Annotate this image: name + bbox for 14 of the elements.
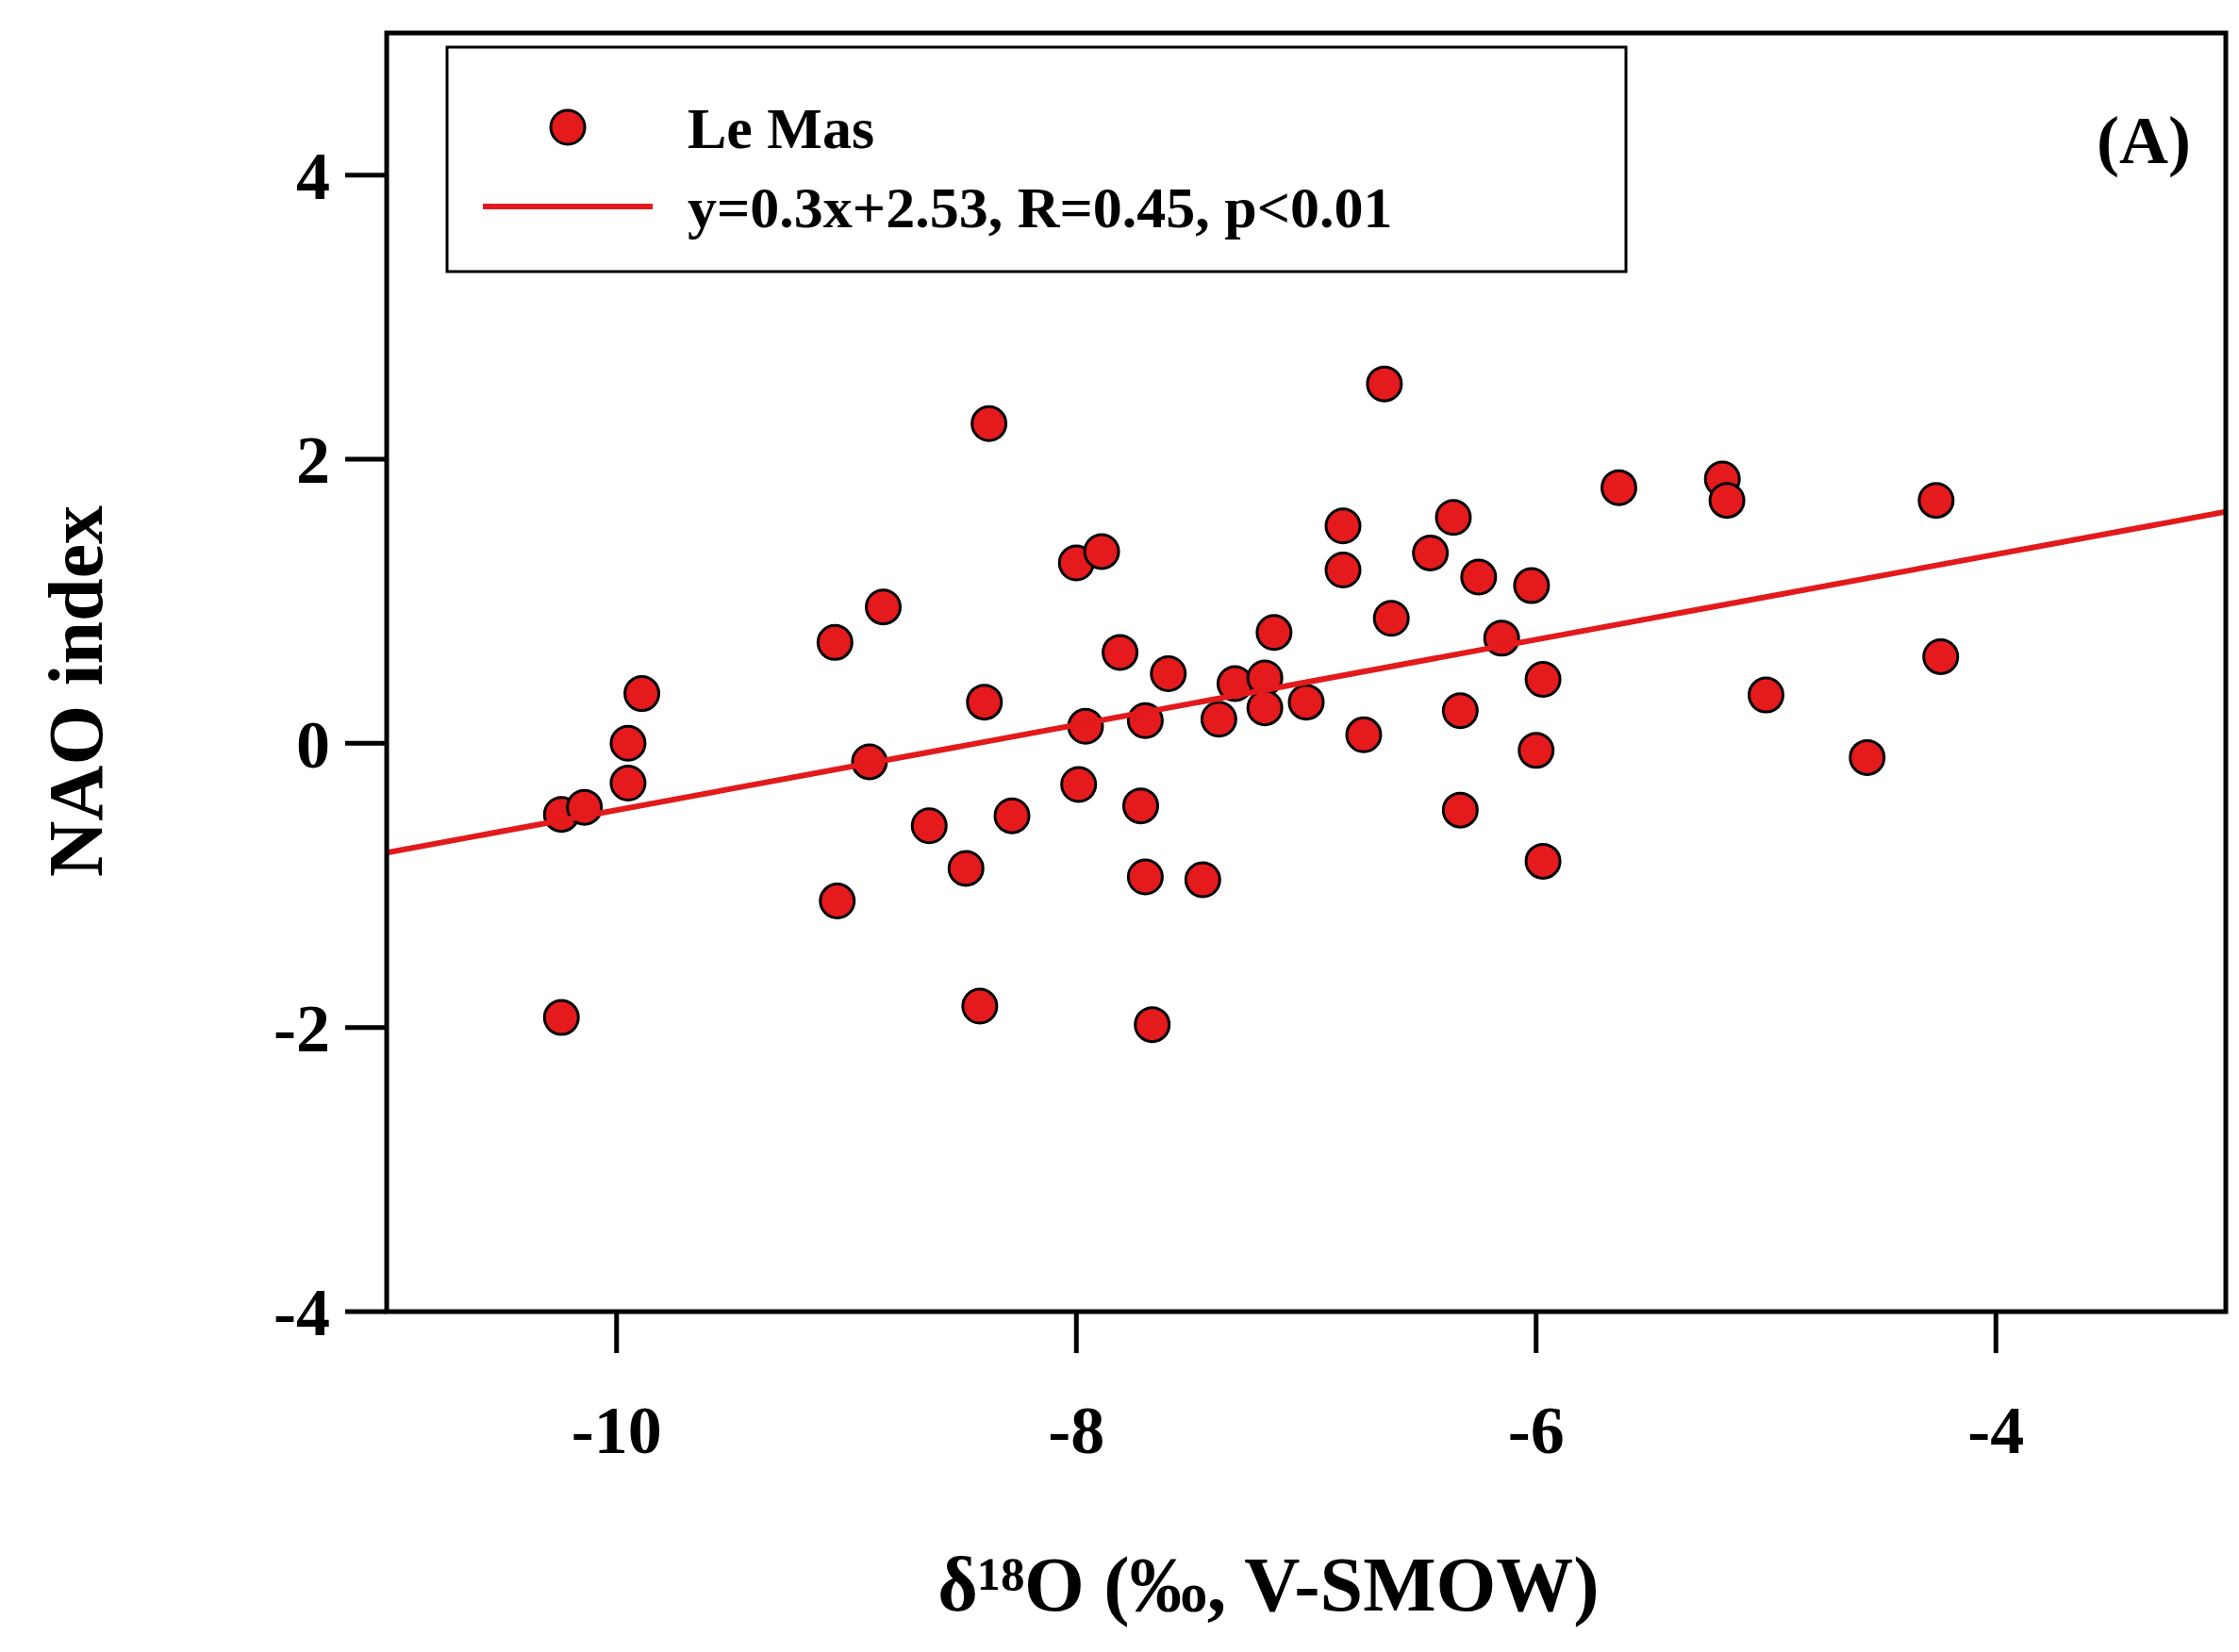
y-tick-label: 4 [296,138,330,214]
y-tick-label: -2 [274,990,330,1066]
legend-label: Le Mas [688,95,875,160]
legend-label: y=0.3x+2.53, R=0.45, p<0.01 [688,174,1393,240]
y-tick-label: 0 [296,706,330,783]
y-tick-label: -4 [274,1275,330,1351]
x-tick-label: -4 [1967,1393,2025,1468]
x-tick-label: -10 [571,1393,662,1468]
x-tick-label: -6 [1507,1393,1565,1468]
y-axis-title: NAO index [33,504,119,878]
annotation: (A) [2097,103,2191,178]
x-axis-title: δ¹⁸O (‰, V-SMOW) [937,1542,1600,1627]
y-tick-label: 2 [296,422,330,499]
x-tick-label: -8 [1048,1393,1105,1468]
